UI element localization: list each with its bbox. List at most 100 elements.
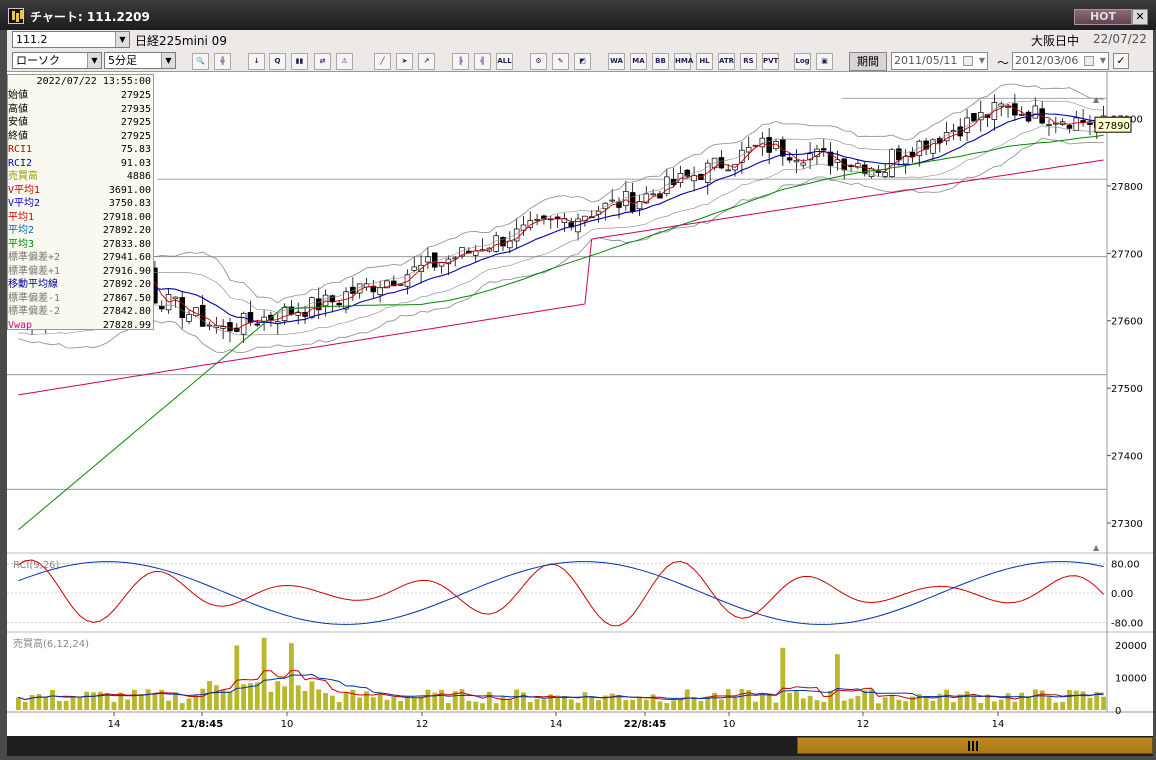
symbol-select[interactable]: 111.2 ▼ [12, 31, 130, 48]
candle-body [438, 262, 445, 267]
candle-body [800, 162, 807, 166]
volume-bar [493, 703, 499, 710]
candle-body [691, 175, 697, 182]
volume-label: 売買高(6,12,24) [13, 637, 89, 650]
info-row-value: 27925 [120, 90, 151, 101]
candle-body [507, 240, 513, 249]
volume-bar [1032, 689, 1038, 710]
scrollbar-grip-icon[interactable] [968, 741, 978, 751]
volume-bar [664, 703, 670, 710]
calendar-icon[interactable] [1084, 56, 1094, 66]
candle-body [725, 169, 731, 172]
cursor-icon[interactable]: ➤ [396, 53, 413, 70]
volume-bar [896, 699, 902, 710]
wrench-icon[interactable]: ✎ [552, 53, 569, 70]
export-icon[interactable]: ▣ [816, 53, 833, 70]
download-icon[interactable]: ↓ [248, 53, 265, 70]
line-tool-icon[interactable]: ╱ [374, 53, 391, 70]
envelope-icon[interactable]: HMA [674, 53, 693, 70]
price-chart-canvas[interactable]: 2730027400275002760027700278002790027890… [7, 72, 1153, 736]
volume-bar [22, 701, 28, 710]
apply-checkbox[interactable]: ✓ [1113, 53, 1129, 69]
search-chart-icon[interactable]: Q [269, 53, 286, 70]
candle-body [500, 237, 506, 247]
volume-bar [63, 700, 69, 710]
rci-tick-label: 80.00 [1111, 559, 1140, 570]
gear-icon[interactable]: ⚙ [530, 53, 547, 70]
chevron-down-icon[interactable]: ▼ [1099, 56, 1106, 65]
candle-body [650, 193, 656, 196]
scrollbar-thumb[interactable] [797, 737, 1153, 754]
info-row-value: 27892.20 [102, 279, 151, 290]
candle-body [172, 296, 179, 300]
candle-toggle-icon[interactable]: ╣ [474, 53, 491, 70]
zoom-icon[interactable]: 🔍 [192, 53, 209, 70]
bollinger-lower2-line [18, 137, 1104, 353]
color-icon[interactable]: ◩ [574, 53, 591, 70]
volume-bar [657, 701, 663, 710]
info-row-label: RCI2 [8, 157, 33, 169]
candle-body [493, 235, 499, 252]
candle-body [1087, 122, 1093, 125]
calendar-icon[interactable] [963, 56, 973, 66]
volume-bar [405, 696, 410, 710]
volume-bar [425, 689, 431, 710]
candle-body [861, 164, 868, 174]
crosshair-icon[interactable]: ╬ [214, 53, 231, 70]
window-titlebar: チャート: 111.2209 HOT ✕ [0, 0, 1156, 30]
fibonacci-icon[interactable]: ↗ [418, 53, 435, 70]
all-icon[interactable]: ALL [496, 53, 513, 70]
interval-select[interactable]: 5分足 ▼ [104, 52, 176, 69]
volume-bar [132, 689, 137, 710]
info-row-value: 27867.50 [102, 292, 151, 304]
time-tick-label: 12 [857, 719, 870, 730]
bollinger-lower1-line [18, 125, 1104, 336]
rci1-line [18, 559, 1104, 627]
psychological-icon[interactable]: RS [740, 53, 757, 70]
bollinger-icon[interactable]: BB [652, 53, 669, 70]
volume-bar [411, 697, 417, 710]
weighted-avg-icon[interactable]: WA [608, 53, 625, 70]
moving-avg-icon[interactable]: MA [630, 53, 647, 70]
volume-bar [391, 696, 397, 710]
volume-bar [978, 703, 984, 710]
volume-bar [1012, 701, 1018, 710]
warning-icon[interactable]: ⚠ [336, 53, 353, 70]
moving-average-line [18, 112, 1104, 329]
info-row: 始値 27925 [8, 89, 153, 103]
chart-settings-icon[interactable]: ▮▮ [291, 53, 308, 70]
candle-body [1032, 105, 1039, 119]
candle-body [636, 201, 643, 210]
hot-button[interactable]: HOT [1074, 9, 1132, 25]
volume-bar [991, 701, 997, 710]
candle-body [1018, 113, 1025, 116]
info-row-label: Vwap [8, 319, 33, 331]
log-icon[interactable]: Log [794, 53, 811, 70]
chart-area[interactable]: 2730027400275002760027700278002790027890… [7, 72, 1153, 736]
atr-icon[interactable]: ATR [718, 53, 735, 70]
price-tick-label: 27400 [1111, 452, 1143, 463]
high-low-icon[interactable]: HL [696, 53, 713, 70]
info-row: 平均1 27918.00 [8, 211, 153, 225]
period-button[interactable]: 期間 [849, 52, 887, 71]
end-date-field[interactable]: 2012/03/06 ▼ [1012, 52, 1109, 70]
volume-bar [514, 689, 520, 710]
split-icon[interactable]: ⇄ [314, 53, 331, 70]
chevron-down-icon[interactable]: ▼ [978, 56, 985, 65]
candle-select-icon[interactable]: ╠ [452, 53, 469, 70]
candle-body [179, 297, 185, 318]
info-row-value: 27918.00 [102, 211, 151, 223]
bollinger-upper2-line [18, 83, 1104, 318]
close-button[interactable]: ✕ [1132, 9, 1148, 25]
volume-bar [882, 697, 888, 710]
horizontal-scrollbar[interactable] [7, 736, 1153, 756]
volume-bar [739, 689, 745, 710]
candle-body [664, 176, 670, 194]
candle-body [1005, 106, 1011, 108]
candle-body [472, 250, 479, 256]
volume-bar [848, 698, 854, 710]
start-date-value: 2011/05/11 [894, 54, 958, 67]
start-date-field[interactable]: 2011/05/11 ▼ [891, 52, 988, 70]
chart-type-select[interactable]: ローソク ▼ [12, 52, 102, 69]
pivot-icon[interactable]: PVT [762, 53, 779, 70]
